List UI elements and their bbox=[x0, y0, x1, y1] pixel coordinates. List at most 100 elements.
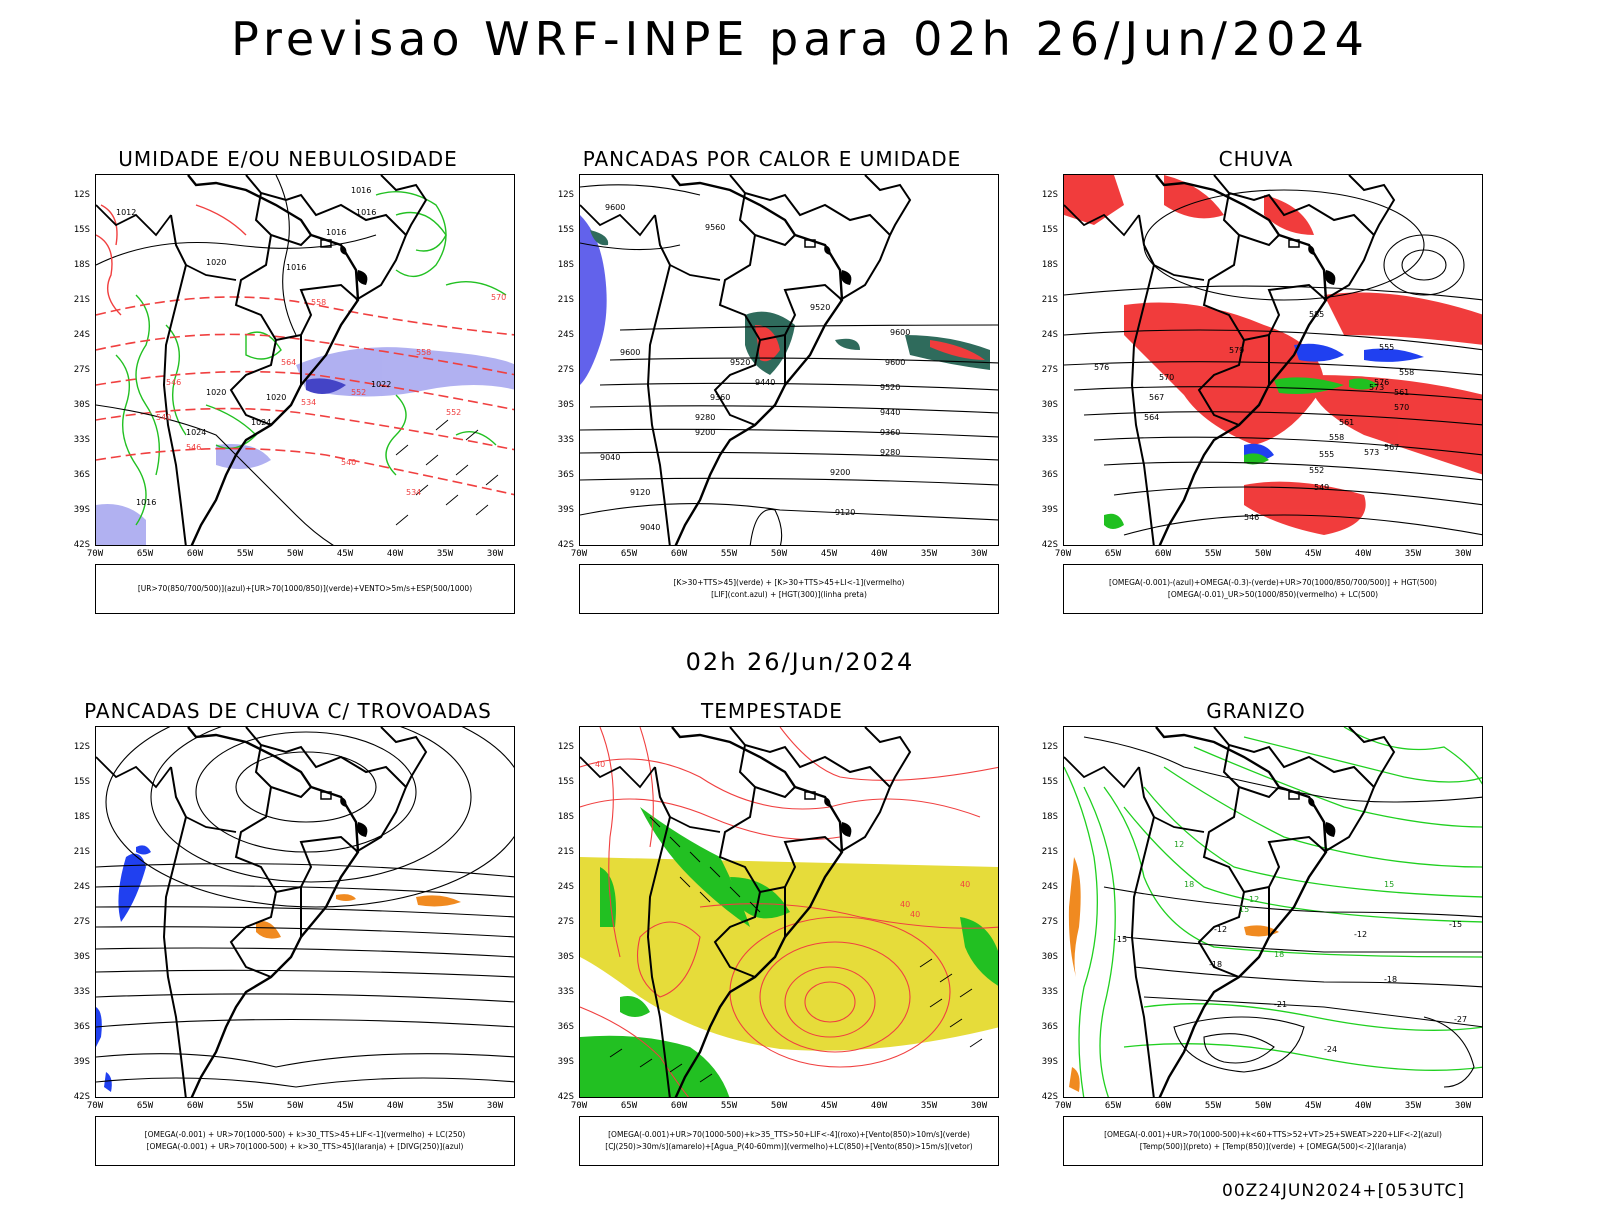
lon-tick-label: 65W bbox=[1104, 1101, 1122, 1111]
map-frame[interactable]: 1016 1016 1016 1020 1016 1024 1020 1022 1024 1020… bbox=[95, 174, 515, 546]
lat-tick-label: 36S bbox=[73, 1022, 90, 1032]
contour-label: 555 bbox=[1379, 343, 1394, 352]
lon-tick-label: 40W bbox=[870, 549, 888, 559]
lat-tick-label: 30S bbox=[1041, 952, 1058, 962]
lon-tick-label: 55W bbox=[236, 549, 254, 559]
contour-label: 570 bbox=[491, 293, 506, 302]
contour-label: 12 bbox=[1249, 895, 1259, 904]
lat-tick-label: 27S bbox=[73, 365, 90, 375]
lon-tick-label: 55W bbox=[1204, 549, 1222, 559]
contour-label: 9120 bbox=[835, 508, 855, 517]
contour-label: 558 bbox=[416, 348, 431, 357]
lat-tick-label: 18S bbox=[1041, 812, 1058, 822]
contour-label: 18 bbox=[1184, 880, 1194, 889]
lat-tick-label: 18S bbox=[557, 260, 574, 270]
lat-tick-label: 36S bbox=[557, 470, 574, 480]
map-frame[interactable] bbox=[95, 726, 515, 1098]
lat-tick-label: 27S bbox=[557, 917, 574, 927]
contour-label: 9040 bbox=[640, 523, 660, 532]
contour-label: 40 bbox=[910, 910, 920, 919]
lon-tick-label: 70W bbox=[1054, 1101, 1072, 1111]
contour-label: 9440 bbox=[880, 408, 900, 417]
lat-tick-label: 27S bbox=[73, 917, 90, 927]
contour-label: -27 bbox=[1454, 1015, 1467, 1024]
lon-tick-label: 60W bbox=[670, 1101, 688, 1111]
lat-tick-label: 24S bbox=[73, 882, 90, 892]
panel-title: CHUVA bbox=[1218, 147, 1294, 171]
lat-tick-label: 15S bbox=[1041, 777, 1058, 787]
map-frame[interactable]: 40 40 40 40 bbox=[579, 726, 999, 1098]
contour-label: -15 bbox=[1449, 920, 1462, 929]
contour-label: 9600 bbox=[620, 348, 640, 357]
lon-tick-label: 65W bbox=[136, 549, 154, 559]
lat-tick-label: 15S bbox=[557, 777, 574, 787]
contour-label: 9600 bbox=[890, 328, 910, 337]
contour-label: 9520 bbox=[880, 383, 900, 392]
panel-title: UMIDADE E/OU NEBULOSIDADE bbox=[118, 147, 458, 171]
contour-label: 9520 bbox=[810, 303, 830, 312]
lon-tick-label: 45W bbox=[1304, 1101, 1322, 1111]
contour-label: 1012 bbox=[116, 208, 136, 217]
contour-label: 582 bbox=[1384, 175, 1399, 177]
legend: [UR>70(850/700/500)](azul)+[UR>70(1000/8… bbox=[95, 564, 515, 614]
legend: [OMEGA(-0.001)+UR>70(1000-500)+k>35_TTS>… bbox=[579, 1116, 999, 1166]
legend: [OMEGA(-0.001)-(azul)+OMEGA(-0.3)-(verde… bbox=[1063, 564, 1483, 614]
panel-humidity: UMIDADE E/OU NEBULOSIDADE bbox=[58, 147, 518, 667]
contour-label: 570 bbox=[1394, 403, 1409, 412]
lat-tick-label: 21S bbox=[557, 295, 574, 305]
lat-tick-label: 24S bbox=[557, 330, 574, 340]
map-frame[interactable]: 585 576 579 570 567 564 561 558 555 552 549 546 573 5… bbox=[1063, 174, 1483, 546]
lat-tick-label: 30S bbox=[73, 952, 90, 962]
contour-label: 534 bbox=[406, 488, 421, 497]
lat-tick-label: 12S bbox=[73, 190, 90, 200]
contour-label: -12 bbox=[1214, 925, 1227, 934]
lon-tick-label: 30W bbox=[1454, 1101, 1472, 1111]
lat-tick-label: 15S bbox=[557, 225, 574, 235]
contour-label: 1016 bbox=[326, 228, 346, 237]
lat-tick-label: 36S bbox=[557, 1022, 574, 1032]
contour-label: 573 bbox=[1369, 383, 1384, 392]
contour-label: 40 bbox=[960, 880, 970, 889]
contour-label: 12 bbox=[1174, 840, 1184, 849]
lon-tick-label: 45W bbox=[1304, 549, 1322, 559]
lat-tick-label: 18S bbox=[557, 812, 574, 822]
panel-title: TEMPESTADE bbox=[701, 699, 843, 723]
lat-tick-label: 21S bbox=[557, 847, 574, 857]
legend: [OMEGA(-0.001)+UR>70(1000-500)+k<60+TTS>… bbox=[1063, 1116, 1483, 1166]
contour-label: 1016 bbox=[286, 263, 306, 272]
lat-tick-label: 42S bbox=[1041, 540, 1058, 550]
contour-label: 549 bbox=[1314, 483, 1329, 492]
contour-label: 570 bbox=[1159, 373, 1174, 382]
lat-tick-label: 21S bbox=[1041, 295, 1058, 305]
contour-label: 540 bbox=[341, 458, 356, 467]
lat-tick-label: 33S bbox=[73, 987, 90, 997]
map-frame[interactable]: 9600 9560 9520 9600 9520 9440 9360 9280 9200 9120… bbox=[579, 174, 999, 546]
contour-label: 9600 bbox=[885, 358, 905, 367]
contour-label: -18 bbox=[1209, 960, 1222, 969]
lon-tick-label: 65W bbox=[620, 549, 638, 559]
contour-label: 561 bbox=[1394, 388, 1409, 397]
lon-tick-label: 30W bbox=[1454, 549, 1472, 559]
contour-label: 558 bbox=[1329, 433, 1344, 442]
legend: [OMEGA(-0.001) + UR>70(1000-500) + k>30_… bbox=[95, 1116, 515, 1166]
map-frame[interactable]: -12 -12 -15 -15 -18 -18 -21 -24 -27 12 15 18 18 15 12 bbox=[1063, 726, 1483, 1098]
lat-tick-label: 42S bbox=[73, 540, 90, 550]
panel-storm: TEMPESTADE bbox=[542, 699, 1002, 1219]
lat-tick-label: 42S bbox=[557, 1092, 574, 1102]
lon-tick-label: 35W bbox=[1404, 1101, 1422, 1111]
lon-tick-label: 35W bbox=[1404, 549, 1422, 559]
panel-thunderstorms: PANCADAS DE CHUVA C/ TROVOADAS bbox=[58, 699, 518, 1219]
lat-tick-label: 33S bbox=[1041, 435, 1058, 445]
contour-label: 1024 bbox=[186, 428, 206, 437]
legend-line: [OMEGA(-0.001) + UR>70(1000-500) + k>30_… bbox=[146, 1142, 464, 1151]
contour-label: 18 bbox=[1274, 950, 1284, 959]
lon-tick-label: 65W bbox=[620, 1101, 638, 1111]
contour-label: 564 bbox=[1144, 413, 1159, 422]
lon-tick-label: 50W bbox=[1254, 1101, 1272, 1111]
lon-tick-label: 70W bbox=[86, 549, 104, 559]
lon-tick-label: 35W bbox=[436, 549, 454, 559]
lat-tick-label: 15S bbox=[1041, 225, 1058, 235]
contour-label: 567 bbox=[1384, 443, 1399, 452]
lon-tick-label: 60W bbox=[186, 549, 204, 559]
lat-tick-label: 42S bbox=[1041, 1092, 1058, 1102]
